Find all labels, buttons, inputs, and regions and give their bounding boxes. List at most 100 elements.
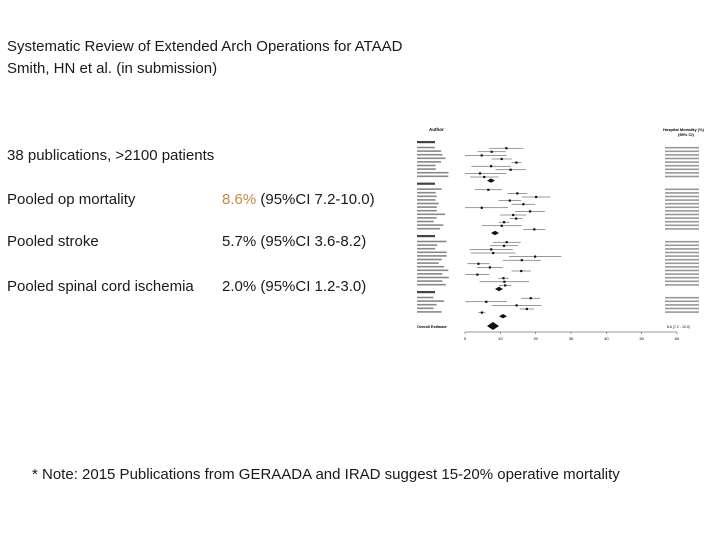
forest-estimate-text <box>665 188 699 191</box>
forest-study-label <box>417 269 449 272</box>
forest-point <box>500 224 503 227</box>
forest-study-label <box>417 168 436 170</box>
forest-group-header <box>417 235 435 238</box>
forest-study-label <box>417 303 437 306</box>
forest-point <box>509 168 512 171</box>
forest-estimate-text <box>665 220 699 223</box>
forest-estimate-text <box>665 258 699 261</box>
forest-overall-label: Overall Estimate <box>417 325 447 329</box>
forest-point <box>515 161 518 164</box>
forest-estimate-text <box>665 206 699 209</box>
forest-estimate-text <box>665 168 699 171</box>
forest-estimate-text <box>665 296 699 299</box>
title-line-2: Smith, HN et al. (in submission) <box>7 60 218 77</box>
forest-estimate-text <box>665 248 699 250</box>
forest-point <box>478 172 482 175</box>
forest-point <box>485 300 488 303</box>
forest-estimate-text <box>665 154 699 156</box>
forest-point <box>480 154 483 157</box>
forest-x-tick-label: 20 <box>533 336 538 341</box>
forest-study-label <box>417 251 447 254</box>
forest-estimate-text <box>665 307 699 310</box>
forest-study-label <box>417 307 434 310</box>
forest-estimate-text <box>665 255 699 257</box>
forest-estimate-text <box>665 217 699 219</box>
forest-point <box>525 307 528 311</box>
forest-point <box>504 284 507 287</box>
forest-study-label <box>417 164 436 167</box>
forest-point <box>490 150 493 153</box>
forest-ticks: 0 10 20 30 40 50 60 <box>464 332 680 341</box>
forest-x-tick-label: 10 <box>498 336 503 341</box>
forest-study-label <box>417 276 449 279</box>
forest-estimate-text <box>665 210 699 212</box>
forest-point <box>500 157 503 161</box>
forest-study-label <box>417 255 447 257</box>
forest-study-label <box>417 258 442 261</box>
forest-point <box>487 188 490 191</box>
row-value-stroke: 5.7% (95%CI 3.6-8.2) <box>222 233 367 250</box>
forest-point <box>477 262 480 265</box>
forest-estimate-text <box>665 273 699 275</box>
forest-point <box>505 241 508 244</box>
forest-header-ci: (95% CI) <box>678 132 694 137</box>
forest-estimate-text <box>665 240 699 243</box>
forest-subgroup-diamond <box>491 230 499 236</box>
forest-point <box>502 277 505 280</box>
forest-point <box>483 175 486 179</box>
forest-group-header <box>417 182 435 185</box>
forest-estimate-text <box>665 146 699 149</box>
forest-study-label <box>417 209 437 212</box>
forest-header-right: Hospital Mortality (%) <box>663 127 705 132</box>
forest-estimate-text <box>665 228 699 230</box>
forest-point <box>528 210 532 213</box>
forest-study-label <box>417 296 434 299</box>
forest-study-label <box>417 311 442 313</box>
forest-subgroup-diamond <box>499 314 507 319</box>
forest-study-label <box>417 265 444 268</box>
forest-study-label <box>417 213 446 216</box>
forest-point <box>476 273 479 276</box>
forest-estimate-text <box>665 199 699 201</box>
forest-point <box>492 251 495 255</box>
forest-point <box>520 269 523 273</box>
forest-subgroup-diamond <box>495 286 503 292</box>
forest-point <box>505 147 508 150</box>
forest-study-label <box>417 206 437 208</box>
forest-estimate-text <box>665 175 699 178</box>
forest-point <box>490 248 493 251</box>
forest-rows <box>417 141 699 319</box>
forest-overall-value: 8.6 (7.2 - 10.0) <box>667 325 690 329</box>
forest-study-label <box>417 220 434 223</box>
forest-estimate-text <box>665 213 699 216</box>
forest-estimate-text <box>665 195 699 198</box>
slide-title: Systematic Review of Extended Arch Opera… <box>7 36 402 80</box>
forest-estimate-text <box>665 172 699 174</box>
forest-point <box>520 259 523 262</box>
forest-point <box>480 206 483 209</box>
forest-x-tick-label: 60 <box>675 336 680 341</box>
forest-x-tick-label: 50 <box>639 336 644 341</box>
forest-estimate-text <box>665 161 699 163</box>
forest-study-label <box>417 146 435 149</box>
forest-estimate-text <box>665 304 699 306</box>
forest-estimate-text <box>665 224 699 227</box>
forest-point <box>508 199 511 202</box>
mortality-ci: (95%CI 7.2-10.0) <box>256 191 375 208</box>
forest-study-label <box>417 157 446 160</box>
mortality-estimate: 8.6% <box>222 191 257 208</box>
forest-estimate-text <box>665 311 699 313</box>
forest-header-author: Author <box>429 127 444 132</box>
forest-plot: Author Hospital Mortality (%) (95% CI) 0… <box>397 122 717 348</box>
forest-study-label <box>417 202 439 205</box>
forest-study-label <box>417 283 446 286</box>
row-value-mortality: 8.6% (95%CI 7.2-10.0) <box>222 191 375 208</box>
forest-study-label <box>417 161 441 163</box>
row-label-sci: Pooled spinal cord ischemia <box>7 278 194 295</box>
forest-study-label <box>417 240 447 243</box>
forest-point <box>533 228 536 231</box>
forest-study-label <box>417 153 443 156</box>
forest-estimate-text <box>665 269 699 272</box>
forest-estimate-text <box>665 280 699 283</box>
forest-study-label <box>417 273 443 275</box>
